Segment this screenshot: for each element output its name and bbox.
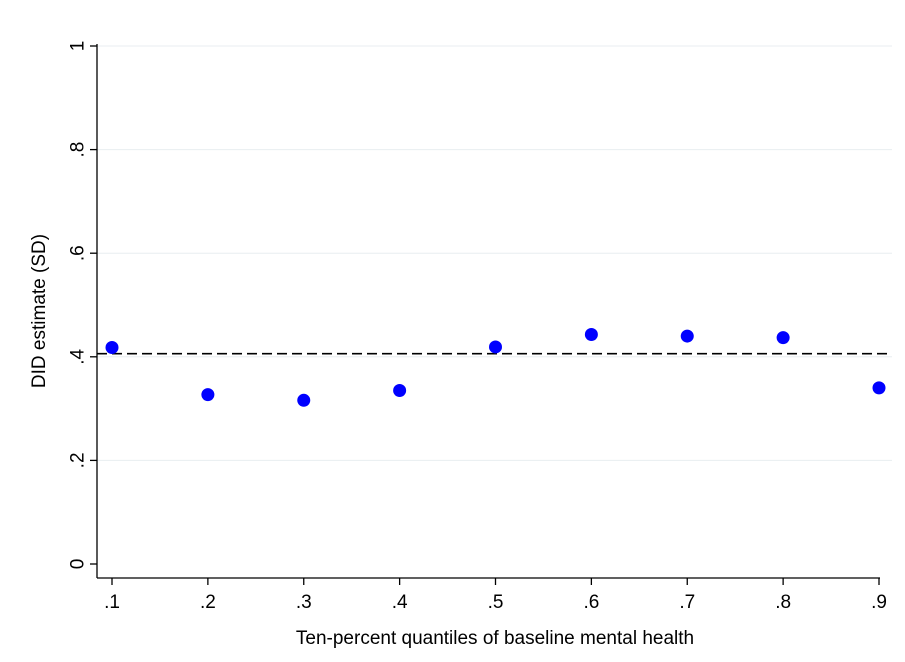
data-point-0-7 bbox=[776, 331, 790, 345]
grid-lines bbox=[97, 45, 892, 461]
data-points bbox=[105, 328, 886, 407]
y-tick-label-5: 1 bbox=[68, 41, 89, 52]
y-tick-label-3: .6 bbox=[68, 245, 89, 261]
data-point-0-1 bbox=[201, 388, 215, 402]
x-axis-title: Ten-percent quantiles of baseline mental… bbox=[296, 628, 694, 649]
y-tick-label-2: .4 bbox=[68, 348, 89, 364]
y-tick-label-1: .2 bbox=[68, 452, 89, 468]
tick-labels: 0 .2 .4 .6 .8 1 .1 .2 .3 .4 .5 .6 .7 .8 .9 bbox=[68, 41, 887, 613]
x-tick-label-1: .2 bbox=[200, 592, 216, 613]
data-point-0-3 bbox=[393, 383, 407, 397]
y-axis-title: DID estimate (SD) bbox=[29, 234, 50, 388]
data-point-0-2 bbox=[297, 393, 311, 407]
x-tick-label-8: .9 bbox=[871, 592, 887, 613]
data-point-0-8 bbox=[872, 381, 886, 395]
x-tick-label-7: .8 bbox=[775, 592, 791, 613]
data-point-0-5 bbox=[584, 328, 598, 342]
data-point-0-4 bbox=[489, 340, 502, 354]
data-point-0-0 bbox=[105, 340, 119, 354]
x-tick-label-5: .6 bbox=[583, 592, 599, 613]
y-tick-label-0: 0 bbox=[68, 559, 89, 570]
x-tick-label-3: .4 bbox=[392, 592, 408, 613]
x-tick-label-4: .5 bbox=[488, 592, 504, 613]
data-point-0-6 bbox=[680, 329, 694, 343]
axes bbox=[90, 44, 880, 585]
x-tick-label-0: .1 bbox=[104, 592, 120, 613]
x-tick-label-6: .7 bbox=[679, 592, 695, 613]
y-tick-label-4: .8 bbox=[68, 142, 89, 158]
x-tick-label-2: .3 bbox=[296, 592, 312, 613]
